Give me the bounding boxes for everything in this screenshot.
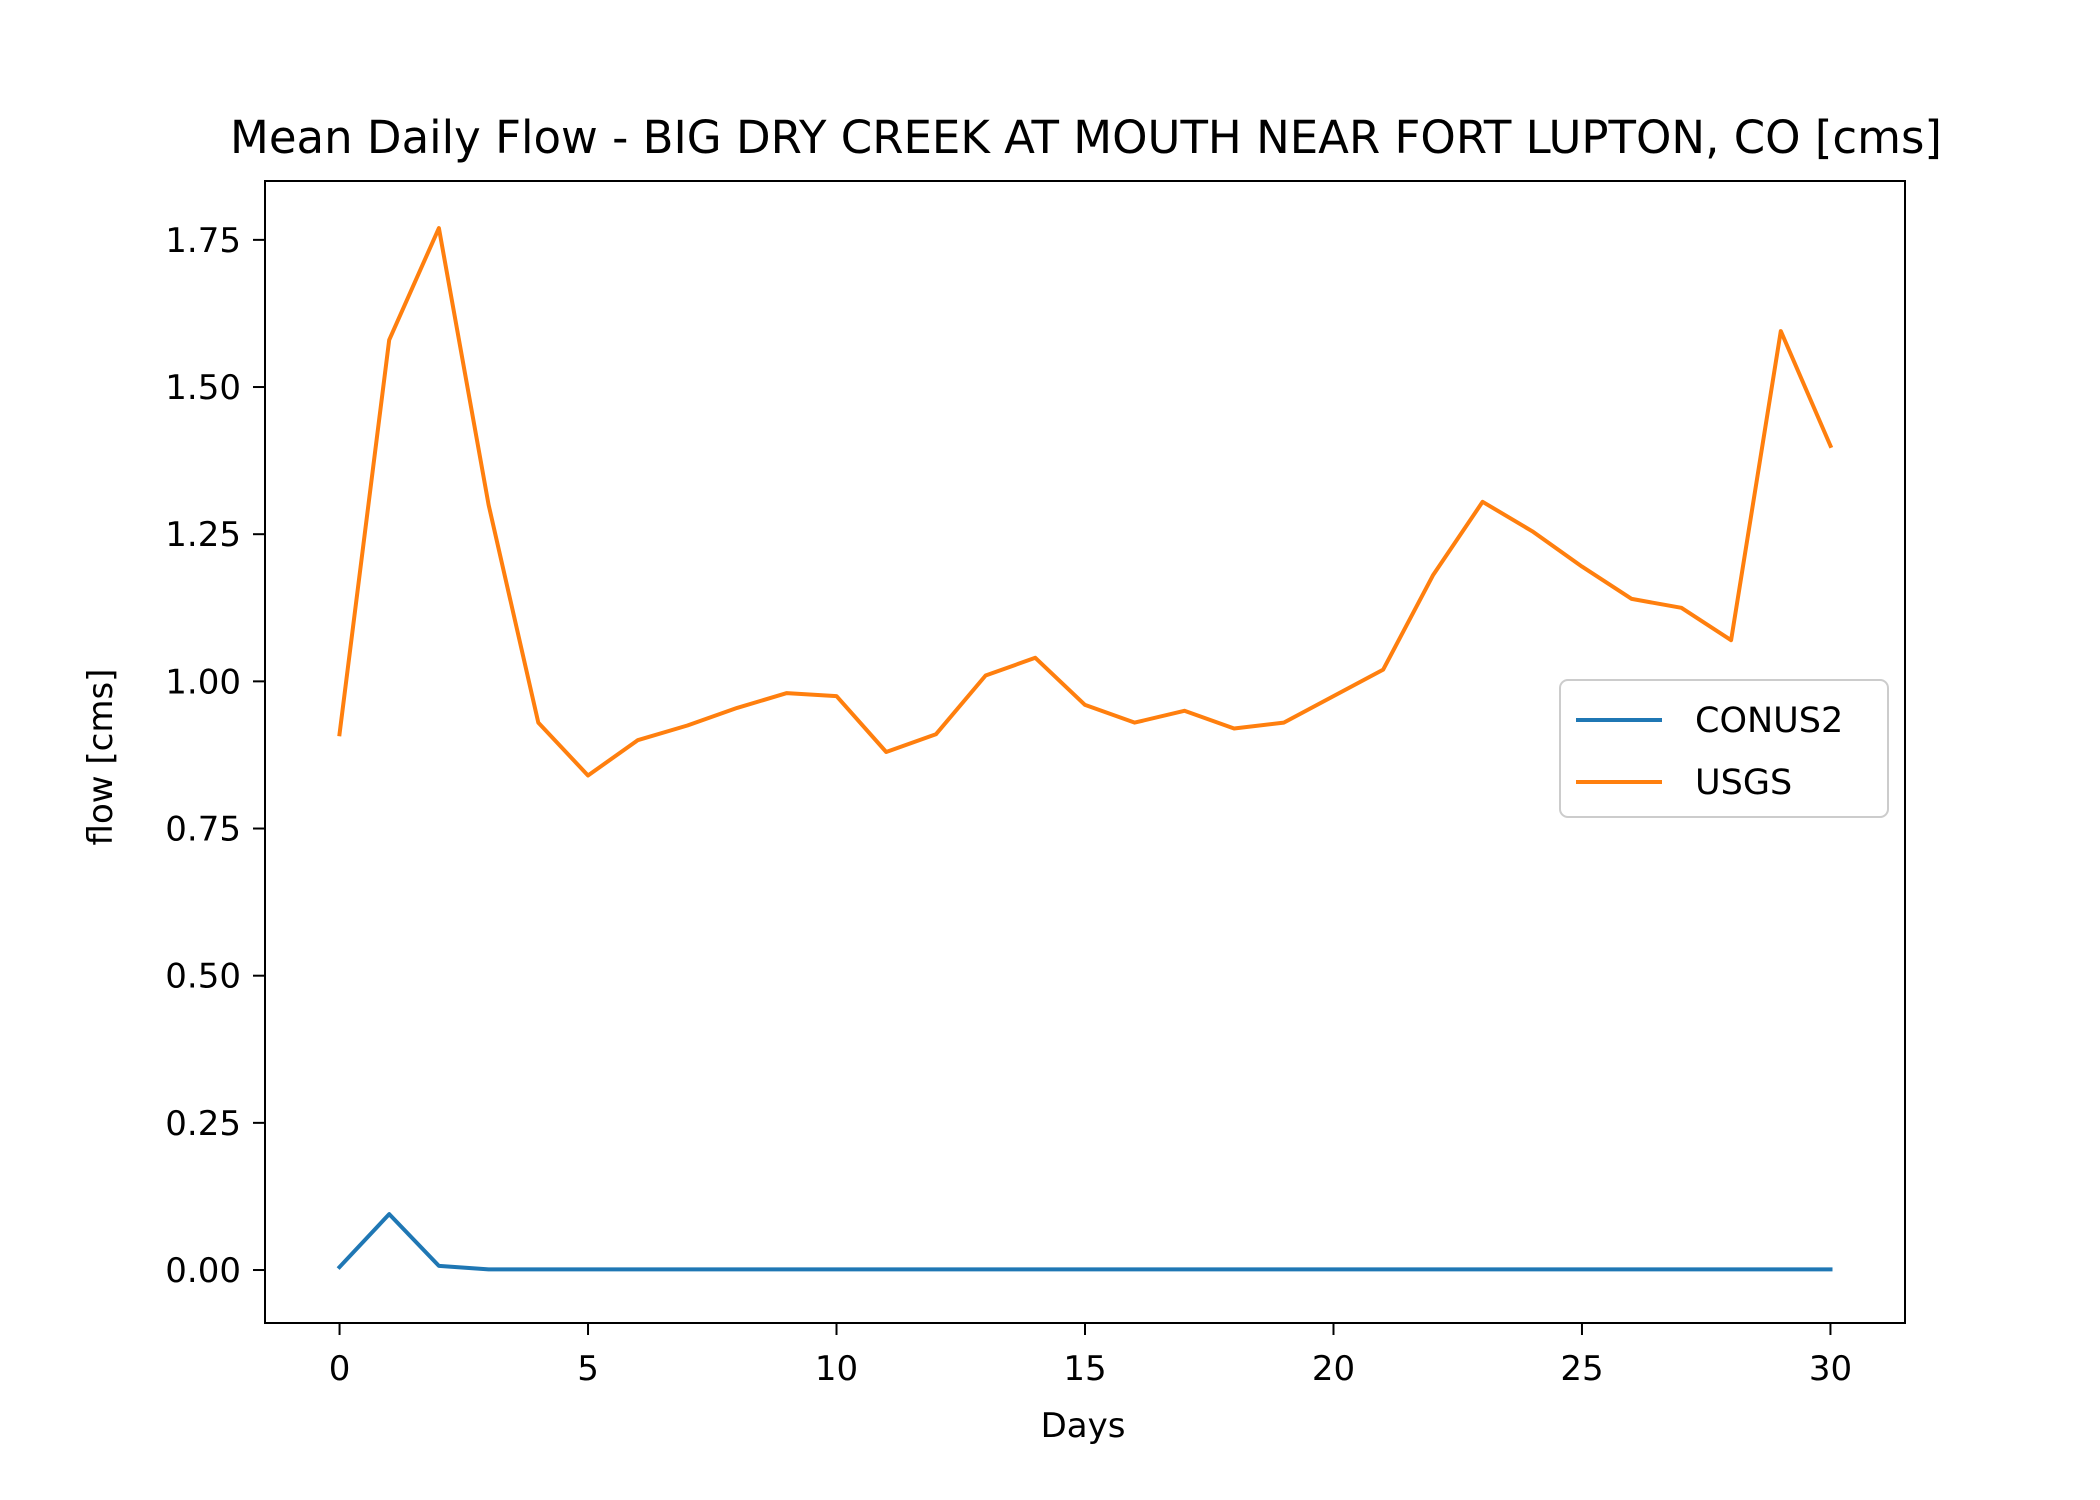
- legend-label-conus2: CONUS2: [1695, 701, 1843, 741]
- y-tick-label: 1.00: [165, 662, 241, 702]
- series-line-conus2: [336, 1212, 1833, 1272]
- x-axis-label: Days: [1041, 1406, 1126, 1446]
- legend-label-usgs: USGS: [1695, 763, 1792, 803]
- x-tick-label: 20: [1312, 1349, 1355, 1389]
- y-axis-label: flow [cms]: [81, 669, 121, 846]
- y-tick-label: 0.00: [165, 1251, 241, 1291]
- series-line-usgs: [337, 226, 1834, 778]
- x-tick-label: 30: [1809, 1349, 1852, 1389]
- y-tick-label: 1.75: [165, 221, 241, 261]
- x-tick-label: 15: [1063, 1349, 1106, 1389]
- plot-area: 0 5 10 15 20 25 30 0.00 0.25 0.50 0.75 1.00 1.25 1.50…: [165, 180, 1906, 1389]
- y-tick-label: 0.75: [165, 810, 241, 850]
- y-tick-label: 0.50: [165, 957, 241, 997]
- y-tick-label: 0.25: [165, 1104, 241, 1144]
- chart-title: Mean Daily Flow - BIG DRY CREEK AT MOUTH…: [230, 111, 1942, 164]
- x-tick-label: 0: [329, 1349, 351, 1389]
- x-tick-label: 5: [577, 1349, 599, 1389]
- x-tick-label: 25: [1560, 1349, 1603, 1389]
- y-tick-label: 1.25: [165, 515, 241, 555]
- x-tick-label: 10: [815, 1349, 858, 1389]
- legend: CONUS2 USGS: [1559, 679, 1889, 818]
- y-tick-label: 1.50: [165, 368, 241, 408]
